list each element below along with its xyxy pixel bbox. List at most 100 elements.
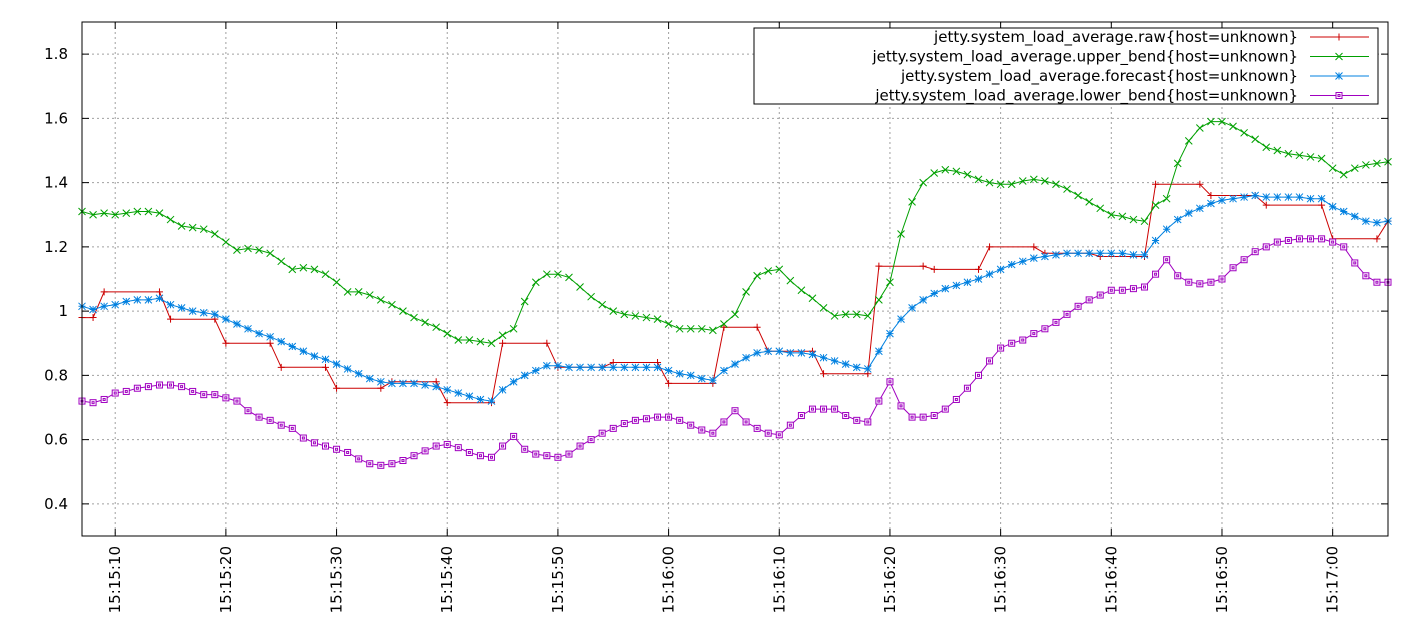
square-marker xyxy=(155,381,163,389)
plus-marker xyxy=(986,243,994,251)
star-marker xyxy=(1118,249,1127,258)
star-marker xyxy=(996,265,1005,274)
cross-marker xyxy=(941,165,950,174)
cross-marker xyxy=(1029,175,1038,184)
cross-marker xyxy=(1229,122,1237,131)
legend-label: jetty.system_load_average.lower_bend{hos… xyxy=(874,87,1298,106)
square-marker-inner xyxy=(1353,261,1357,265)
square-marker xyxy=(1052,318,1060,326)
square-marker-inner xyxy=(1120,288,1124,292)
square-marker xyxy=(1329,238,1337,246)
square-marker xyxy=(310,439,318,447)
square-marker-inner xyxy=(899,404,903,408)
plus-marker xyxy=(720,323,728,331)
cross-marker xyxy=(288,265,297,274)
square-marker xyxy=(665,413,673,421)
plus-marker xyxy=(974,265,982,273)
square-marker xyxy=(333,445,341,453)
square-marker-inner xyxy=(910,415,914,419)
cross-marker xyxy=(210,230,219,238)
square-marker xyxy=(609,424,617,432)
cross-marker xyxy=(1007,180,1016,189)
x-tick-label: 15:16:30 xyxy=(992,546,1010,613)
cross-marker xyxy=(89,210,97,219)
square-marker-inner xyxy=(1143,285,1147,289)
square-marker xyxy=(388,460,396,468)
star-marker xyxy=(1029,254,1038,262)
cross-marker xyxy=(244,244,252,253)
square-marker xyxy=(510,432,518,440)
x-tick-label: 15:15:10 xyxy=(106,546,124,613)
square-marker xyxy=(654,413,662,421)
star-marker xyxy=(399,379,407,388)
cross-marker xyxy=(111,210,120,219)
square-marker xyxy=(1107,286,1115,294)
square-marker xyxy=(709,429,717,437)
square-marker xyxy=(908,413,916,421)
cross-marker xyxy=(1306,153,1315,161)
star-marker xyxy=(1018,257,1027,266)
square-marker-inner xyxy=(456,446,460,450)
plus-marker xyxy=(333,384,341,392)
square-marker-inner xyxy=(1337,94,1341,97)
cross-marker xyxy=(720,320,728,328)
square-marker-inner xyxy=(102,397,106,401)
square-marker-inner xyxy=(478,454,482,458)
cross-marker xyxy=(1339,170,1348,179)
x-tick-label: 15:16:40 xyxy=(1102,546,1120,613)
star-marker xyxy=(531,366,540,375)
square-marker xyxy=(687,421,695,429)
square-marker xyxy=(1074,302,1082,310)
square-marker-inner xyxy=(556,455,560,459)
cross-marker xyxy=(686,324,695,333)
x-tick-label: 15:16:00 xyxy=(660,546,678,613)
star-marker xyxy=(875,347,883,356)
square-marker-inner xyxy=(335,447,339,451)
square-marker xyxy=(122,387,130,395)
square-marker xyxy=(244,407,252,415)
star-marker xyxy=(720,366,728,375)
star-marker xyxy=(1373,218,1381,227)
square-marker-inner xyxy=(1109,288,1113,292)
square-marker xyxy=(1085,296,1093,304)
square-marker-inner xyxy=(401,459,405,463)
plus-marker xyxy=(1207,191,1215,199)
y-tick-label: 1.4 xyxy=(44,174,68,192)
square-marker-inner xyxy=(180,385,184,389)
cross-marker xyxy=(542,270,551,279)
square-marker xyxy=(598,429,606,437)
square-marker-inner xyxy=(1242,258,1246,262)
cross-marker xyxy=(465,336,474,344)
star-marker xyxy=(266,332,275,341)
square-marker-inner xyxy=(1043,327,1047,331)
star-marker xyxy=(321,355,330,364)
cross-marker xyxy=(1218,117,1226,126)
square-marker xyxy=(355,455,363,463)
cross-marker xyxy=(399,307,407,315)
star-marker xyxy=(465,392,474,401)
square-marker-inner xyxy=(1297,237,1301,241)
star-marker xyxy=(432,382,441,391)
square-marker-inner xyxy=(866,420,870,424)
square-marker-inner xyxy=(788,423,792,427)
star-marker xyxy=(299,347,308,356)
cross-marker xyxy=(1162,194,1171,203)
series-line xyxy=(82,183,1389,404)
square-marker-inner xyxy=(1253,250,1257,254)
star-marker xyxy=(210,310,219,319)
y-tick-label: 1.6 xyxy=(44,109,68,127)
square-marker-inner xyxy=(799,414,803,418)
square-marker xyxy=(941,405,949,413)
cross-marker xyxy=(642,313,651,322)
square-marker-inner xyxy=(412,454,416,458)
square-marker xyxy=(222,394,230,402)
cross-marker xyxy=(144,207,153,216)
star-marker xyxy=(1007,260,1016,269)
cross-marker xyxy=(1273,146,1282,155)
square-marker-inner xyxy=(268,418,272,422)
square-marker-inner xyxy=(346,450,350,454)
square-marker-inner xyxy=(932,414,936,418)
square-marker-inner xyxy=(810,407,814,411)
square-marker xyxy=(820,405,828,413)
plus-marker xyxy=(167,315,175,323)
